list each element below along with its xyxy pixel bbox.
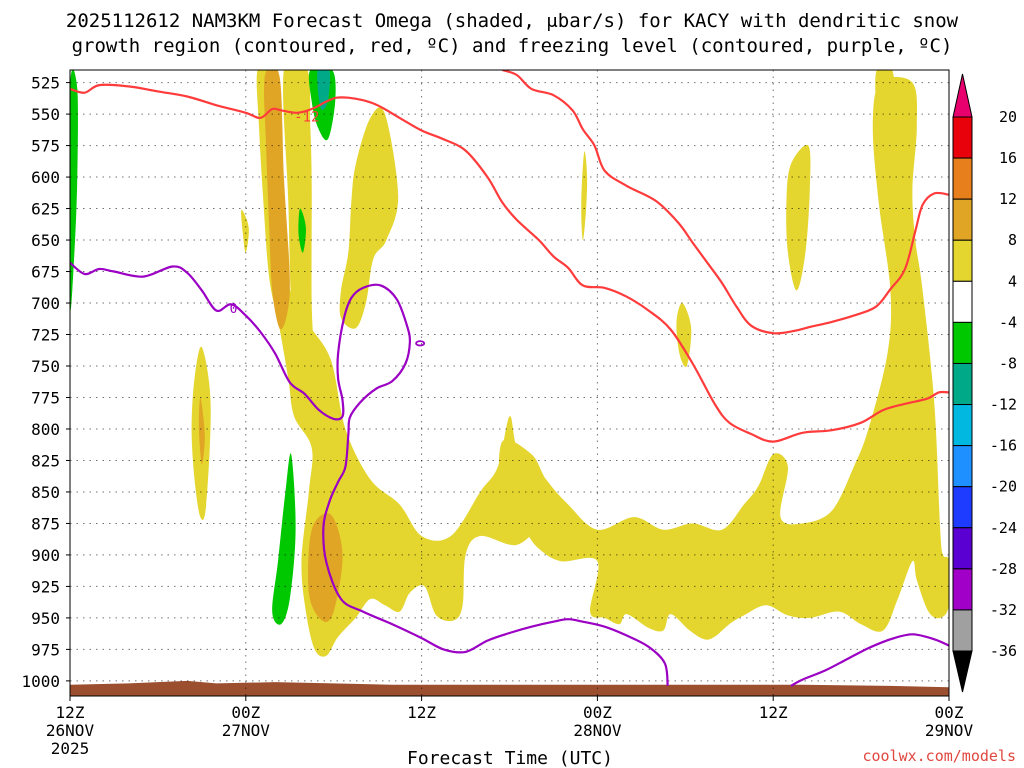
- colorbar-label: -24: [990, 519, 1017, 537]
- y-tick-label: 750: [31, 357, 60, 376]
- omega-region-2: [307, 513, 343, 622]
- x-tick-date: 29NOV: [925, 721, 974, 740]
- freezing-blob: [415, 340, 426, 347]
- colorbar-segment: [952, 527, 973, 570]
- y-tick-label: 900: [31, 546, 60, 565]
- colorbar-segment: [952, 568, 973, 611]
- omega-region-16: [70, 70, 78, 311]
- y-tick-label: 925: [31, 577, 60, 596]
- colorbar-label: -8: [999, 354, 1017, 372]
- plot-frame: [69, 69, 950, 697]
- colorbar-label: 4: [1008, 272, 1017, 290]
- terrain-fill: [70, 680, 949, 696]
- y-axis: 525 550 575 600 625 650 675 700 725 750 775 800 825 8…: [21, 74, 70, 691]
- contour-dgz_top: [70, 83, 949, 443]
- y-tick-label: 975: [31, 640, 60, 659]
- y-tick-label: 525: [31, 74, 60, 93]
- omega-region-4: [339, 107, 399, 329]
- colorbar-label: -16: [990, 437, 1017, 455]
- contour-freezing_right: [790, 633, 949, 687]
- omega-region-8: [498, 77, 949, 640]
- colorbar-segment: [952, 280, 973, 323]
- y-tick-label: 600: [31, 168, 60, 187]
- colorbar-label: 8: [1008, 231, 1017, 249]
- x-tick-year: 2025: [51, 739, 90, 758]
- omega-region-10: [581, 151, 588, 241]
- title-line-2: growth region (contoured, red, ºC) and f…: [72, 35, 953, 57]
- y-tick-label: 725: [31, 326, 60, 345]
- x-tick-date: 28NOV: [573, 721, 622, 740]
- colorbar-label: -28: [990, 560, 1017, 578]
- y-tick-label: 700: [31, 294, 60, 313]
- contour-dgz_bottom: [501, 70, 949, 335]
- colorbar-segment: [952, 116, 973, 159]
- colorbar-segment: [952, 157, 973, 200]
- colorbar-label: -4: [999, 313, 1017, 331]
- dgz-label: -12: [294, 110, 319, 126]
- colorbar-label: -20: [990, 478, 1017, 496]
- colorbar-label: -32: [990, 601, 1017, 619]
- x-tick-date: 26NOV: [46, 721, 95, 740]
- colorbar-label: -36: [990, 642, 1017, 660]
- colorbar-segment: [952, 445, 973, 488]
- omega-region-9: [875, 70, 895, 209]
- x-tick-label: 12Z: [56, 703, 85, 722]
- x-tick-label: 12Z: [407, 703, 436, 722]
- colorbar-segment: [952, 239, 973, 282]
- y-tick-label: 950: [31, 609, 60, 628]
- omega-region-1: [264, 70, 290, 330]
- omega-region-15: [317, 70, 330, 110]
- colorbar-label: -12: [990, 396, 1017, 414]
- x-axis-label: Forecast Time (UTC): [407, 748, 613, 768]
- omega-shading: [70, 70, 949, 657]
- y-tick-label: 1000: [21, 672, 60, 691]
- omega-region-12: [676, 302, 692, 368]
- contour-freezing: [70, 261, 669, 687]
- y-tick-label: 850: [31, 483, 60, 502]
- colorbar-segment: [952, 198, 973, 241]
- plot-area: -12 0: [69, 69, 950, 697]
- y-tick-label: 825: [31, 451, 60, 470]
- omega-region-6: [198, 397, 205, 465]
- omega-region-17: [298, 208, 306, 253]
- colorbar-segment: [952, 404, 973, 447]
- contours: -12 0: [70, 70, 949, 687]
- y-tick-label: 675: [31, 263, 60, 282]
- freezing-label: 0: [230, 302, 238, 317]
- omega-region-7: [241, 209, 249, 253]
- x-tick-label: 00Z: [231, 703, 260, 722]
- colorbar-label: 12: [999, 190, 1017, 208]
- x-tick-label: 12Z: [759, 703, 788, 722]
- title-line-1: 2025112612 NAM3KM Forecast Omega (shaded…: [66, 10, 959, 32]
- colorbar: 20 16 12 8 4 -4 -8 -12 -16 -20 -24 -28 -32 -36: [952, 73, 1017, 693]
- x-tick-date: 27NOV: [222, 721, 271, 740]
- colorbar-bottom-arrow: [952, 650, 973, 693]
- y-tick-label: 875: [31, 514, 60, 533]
- y-tick-label: 775: [31, 388, 60, 407]
- omega-region-13: [272, 453, 296, 625]
- y-tick-label: 650: [31, 231, 60, 250]
- y-tick-label: 625: [31, 200, 60, 219]
- colorbar-segment: [952, 486, 973, 529]
- colorbar-segment: [952, 609, 973, 652]
- credit-text: coolwx.com/models: [862, 747, 1016, 765]
- colorbar-label: 20: [999, 108, 1017, 126]
- colorbar-top-arrow: [952, 73, 973, 118]
- colorbar-label: 16: [999, 149, 1017, 167]
- colorbar-segment: [952, 362, 973, 406]
- x-tick-label: 00Z: [935, 703, 964, 722]
- x-tick-label: 00Z: [583, 703, 612, 722]
- colorbar-segment: [952, 321, 973, 364]
- y-tick-label: 800: [31, 420, 60, 439]
- omega-region-11: [786, 144, 811, 291]
- y-tick-label: 550: [31, 105, 60, 124]
- terrain-surface: [70, 680, 949, 696]
- y-tick-label: 575: [31, 137, 60, 156]
